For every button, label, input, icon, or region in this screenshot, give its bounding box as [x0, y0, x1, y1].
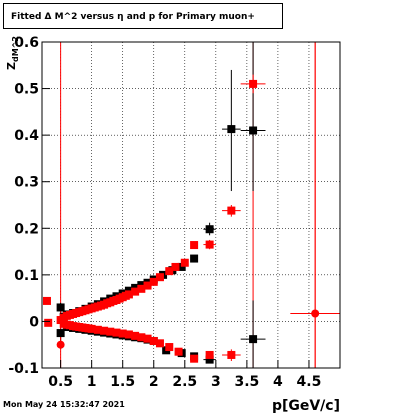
grid-lines [42, 41, 340, 369]
x-axis-ticks: 0.5 1 1.5 2 2.5 3 3.5 4 4.5 [48, 360, 321, 390]
data-point-red [44, 318, 53, 327]
data-point-red [227, 350, 236, 359]
data-point-red [155, 339, 164, 348]
y-tick-label: 0.1 [14, 268, 39, 284]
data-point-red [165, 267, 174, 276]
vertical-reference-lines [60, 42, 316, 368]
data-point-red [143, 334, 152, 343]
data-point-red [165, 343, 174, 352]
data-point-black [177, 262, 186, 271]
x-axis-label: p[GeV/c] [272, 398, 340, 414]
data-point-red [311, 309, 320, 318]
data-point-red [180, 258, 189, 267]
y-axis-label: ZdM^2 [5, 36, 20, 70]
data-point-red [149, 277, 158, 286]
data-point-red [124, 330, 133, 339]
data-point-red [93, 325, 102, 334]
data-point-red [171, 262, 180, 271]
y-tick-label: 0.5 [14, 82, 39, 98]
data-point-black [205, 225, 214, 234]
data-point-red [118, 329, 127, 338]
data-point-red [205, 240, 214, 249]
data-point-red [227, 206, 236, 215]
x-tick-label: 2.5 [172, 374, 197, 390]
x-tick-label: 4 [273, 374, 283, 390]
data-point-red [106, 327, 115, 336]
y-tick-label: 0.4 [14, 128, 39, 144]
data-point-red [137, 333, 146, 342]
data-point-red [112, 328, 121, 337]
x-tick-label: 2 [149, 374, 159, 390]
data-point-red [131, 331, 140, 340]
data-point-red [124, 290, 133, 299]
data-point-red [100, 326, 109, 335]
x-tick-label: 3.5 [234, 374, 259, 390]
data-point-black [56, 303, 65, 312]
data-point-red [143, 281, 152, 290]
x-tick-label: 1.5 [110, 374, 135, 390]
data-point-red [205, 350, 214, 359]
x-tick-label: 0.5 [48, 374, 73, 390]
data-point-black [190, 254, 199, 263]
y-tick-label: 0.2 [14, 221, 39, 237]
data-point-black [56, 329, 65, 338]
plot-frame [41, 41, 341, 369]
data-point-red [56, 340, 65, 349]
data-point-red [131, 287, 140, 296]
data-point-red [149, 336, 158, 345]
x-tick-label: 3 [211, 374, 221, 390]
data-point-black [227, 125, 236, 134]
data-point-red [155, 273, 164, 282]
y-tick-label: 0 [29, 314, 39, 330]
y-tick-label: 0.3 [14, 175, 39, 191]
chart-title: Fitted Δ M^2 versus η and p for Primary … [3, 3, 283, 29]
data-point-red [87, 324, 96, 333]
data-point-black [249, 335, 258, 344]
y-tick-label: -0.1 [8, 361, 39, 377]
data-point-red [190, 241, 199, 250]
data-point-red [174, 347, 183, 356]
x-tick-label: 4.5 [297, 374, 322, 390]
data-point-black [249, 126, 258, 135]
data-point-red [249, 79, 258, 88]
data-point-red [137, 284, 146, 293]
data-point-red [42, 296, 51, 305]
error-bars [57, 42, 340, 368]
y-tick-label: 0.6 [14, 35, 39, 51]
data-point-black [205, 355, 214, 364]
y-axis-ticks: -0.1 0 0.1 0.2 0.3 0.4 0.5 0.6 [8, 35, 50, 377]
data-points [42, 79, 320, 364]
x-tick-label: 1 [87, 374, 97, 390]
data-point-red [190, 354, 199, 363]
footer-timestamp: Mon May 24 15:32:47 2021 [3, 400, 125, 409]
